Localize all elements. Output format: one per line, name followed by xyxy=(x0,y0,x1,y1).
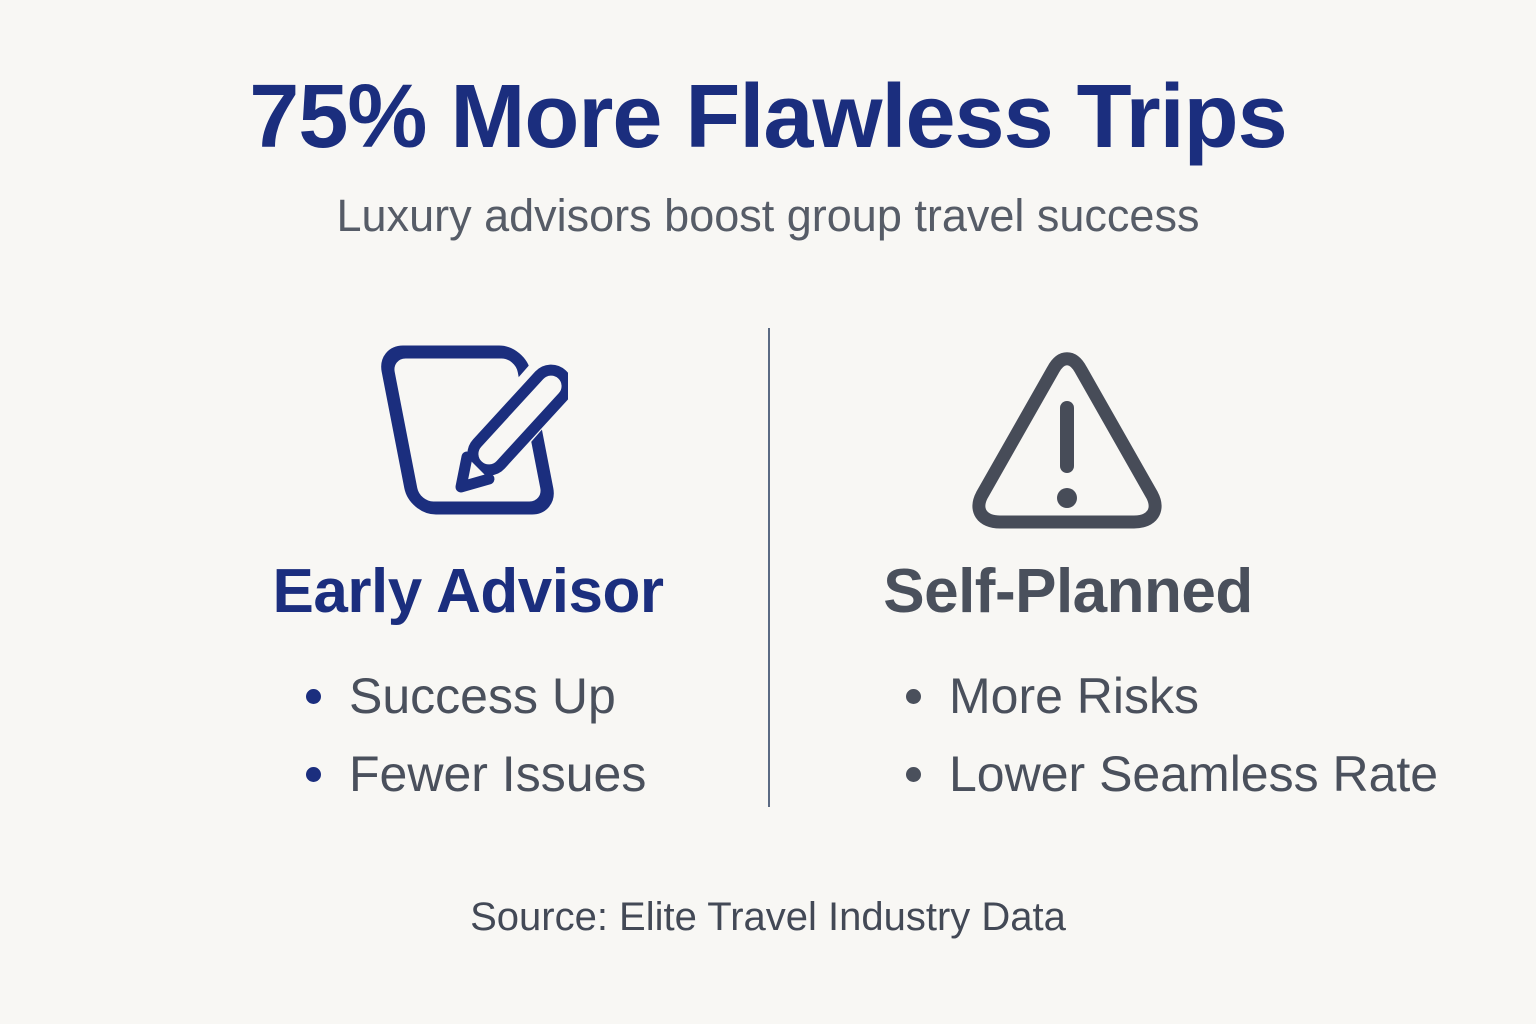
bullet-label: Lower Seamless Rate xyxy=(949,746,1439,802)
bullet-label: Fewer Issues xyxy=(349,746,647,802)
bullet-dot xyxy=(306,766,321,782)
column-early-advisor: Early Advisor Success Up Fewer Issues xyxy=(168,340,768,813)
page-subtitle: Luxury advisors boost group travel succe… xyxy=(336,190,1200,241)
vertical-divider xyxy=(768,328,770,807)
list-item: Lower Seamless Rate xyxy=(906,735,1438,813)
column-self-planned: Self-Planned More Risks Lower Seamless R… xyxy=(768,340,1438,813)
bullet-label: More Risks xyxy=(949,668,1200,724)
bullet-dot xyxy=(906,766,921,782)
bullet-label: Success Up xyxy=(349,668,616,724)
edit-note-icon xyxy=(368,340,568,540)
warning-triangle-icon xyxy=(968,340,1168,540)
early-advisor-bullet-list: Success Up Fewer Issues xyxy=(306,657,646,813)
column-heading-self-planned: Self-Planned xyxy=(883,557,1253,626)
list-item: Success Up xyxy=(306,657,646,735)
source-note: Source: Elite Travel Industry Data xyxy=(470,895,1066,939)
bullet-dot xyxy=(306,688,321,704)
comparison-columns: Early Advisor Success Up Fewer Issues xyxy=(168,328,1438,813)
list-item: Fewer Issues xyxy=(306,735,646,813)
bullet-dot xyxy=(906,688,921,704)
header: 75% More Flawless Trips Luxury advisors … xyxy=(0,72,1536,242)
page-title: 75% More Flawless Trips xyxy=(249,67,1287,167)
list-item: More Risks xyxy=(906,657,1438,735)
self-planned-bullet-list: More Risks Lower Seamless Rate xyxy=(906,657,1438,813)
column-heading-early-advisor: Early Advisor xyxy=(272,557,664,626)
